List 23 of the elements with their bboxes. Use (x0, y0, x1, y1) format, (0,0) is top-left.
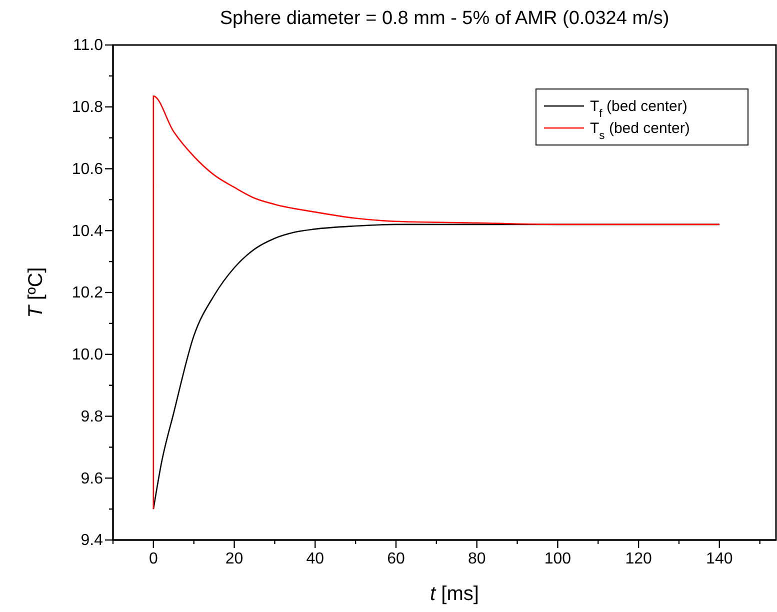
y-tick-label: 10.6 (72, 160, 104, 178)
x-tick-label: 80 (468, 550, 486, 568)
x-tick-label: 20 (225, 550, 244, 568)
x-axis-title: t [ms] (430, 583, 479, 605)
x-tick-label: 120 (625, 550, 652, 568)
x-tick-label: 100 (544, 550, 572, 568)
y-tick-label: 9.4 (80, 532, 104, 550)
legend-label: T$_{s}$ (bed center) (590, 120, 690, 142)
y-tick-label: 10.2 (72, 284, 104, 302)
y-tick-label: 10.4 (72, 222, 104, 240)
x-tick-label: 60 (387, 550, 405, 568)
y-tick-label: 10.8 (72, 98, 104, 116)
y-tick-label: 10.0 (72, 346, 104, 364)
y-tick-label: 9.8 (80, 408, 104, 426)
x-tick-label: 0 (148, 550, 158, 568)
line-series (152, 95, 720, 510)
chart-title: Sphere diameter = 0.8 mm - 5% of AMR (0.0324 m/s) (220, 8, 670, 29)
y-tick-label: 11.0 (73, 37, 104, 54)
y-axis-title: T [ºC] (25, 267, 47, 318)
y-tick-label: 9.6 (80, 470, 104, 488)
x-tick-label: 140 (706, 550, 733, 568)
x-tick-label: 40 (306, 550, 324, 568)
legend-label: T$_{f}$ (bed center) (590, 98, 688, 120)
